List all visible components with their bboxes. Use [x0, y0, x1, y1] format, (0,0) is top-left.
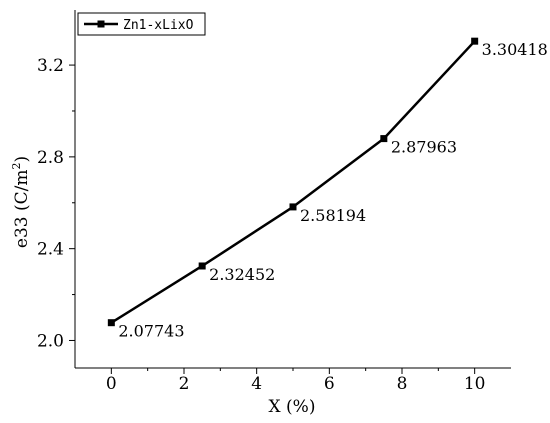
legend-marker-swatch	[97, 20, 105, 28]
data-point	[289, 203, 297, 211]
tick-labels: 0 2 4 6 8 10 2.0 2.4 2.8 3.2	[37, 56, 486, 394]
data-point	[380, 135, 388, 143]
x-tick-label: 4	[251, 374, 262, 394]
data-point	[198, 262, 206, 270]
series-layer	[107, 37, 479, 327]
data-label: 3.30418	[482, 40, 548, 59]
data-label: 2.07743	[118, 322, 184, 341]
x-tick-label: 0	[106, 374, 117, 394]
x-tick-label: 8	[397, 374, 408, 394]
x-tick-label: 2	[179, 374, 190, 394]
data-label: 2.87963	[391, 138, 457, 157]
data-label: 2.32452	[209, 265, 275, 284]
data-point	[471, 37, 479, 45]
y-axis-title: e33 (C/m2)	[10, 156, 32, 248]
y-axis-title-close: )	[12, 156, 32, 163]
legend-entry: Zn1-xLixO	[123, 18, 194, 33]
x-axis-title: X (%)	[269, 397, 316, 417]
x-tick-label: 6	[324, 374, 335, 394]
y-tick-label: 2.4	[37, 240, 64, 260]
data-labels: 2.07743 2.32452 2.58194 2.87963 3.30418	[118, 40, 548, 341]
x-tick-label: 10	[464, 374, 486, 394]
legend: Zn1-xLixO	[77, 12, 206, 36]
axis-ticks	[69, 64, 476, 374]
data-label: 2.58194	[300, 206, 366, 225]
y-axis-title-superscript: 2	[10, 163, 23, 170]
y-axis-title-main: e33 (C/m	[12, 170, 32, 249]
data-point	[107, 319, 115, 327]
y-tick-label: 3.2	[37, 56, 64, 76]
y-tick-label: 2.8	[37, 148, 64, 168]
legend-box	[77, 12, 206, 36]
svg-text:e33 (C/m2): e33 (C/m2)	[10, 156, 32, 248]
y-tick-label: 2.0	[37, 331, 64, 351]
